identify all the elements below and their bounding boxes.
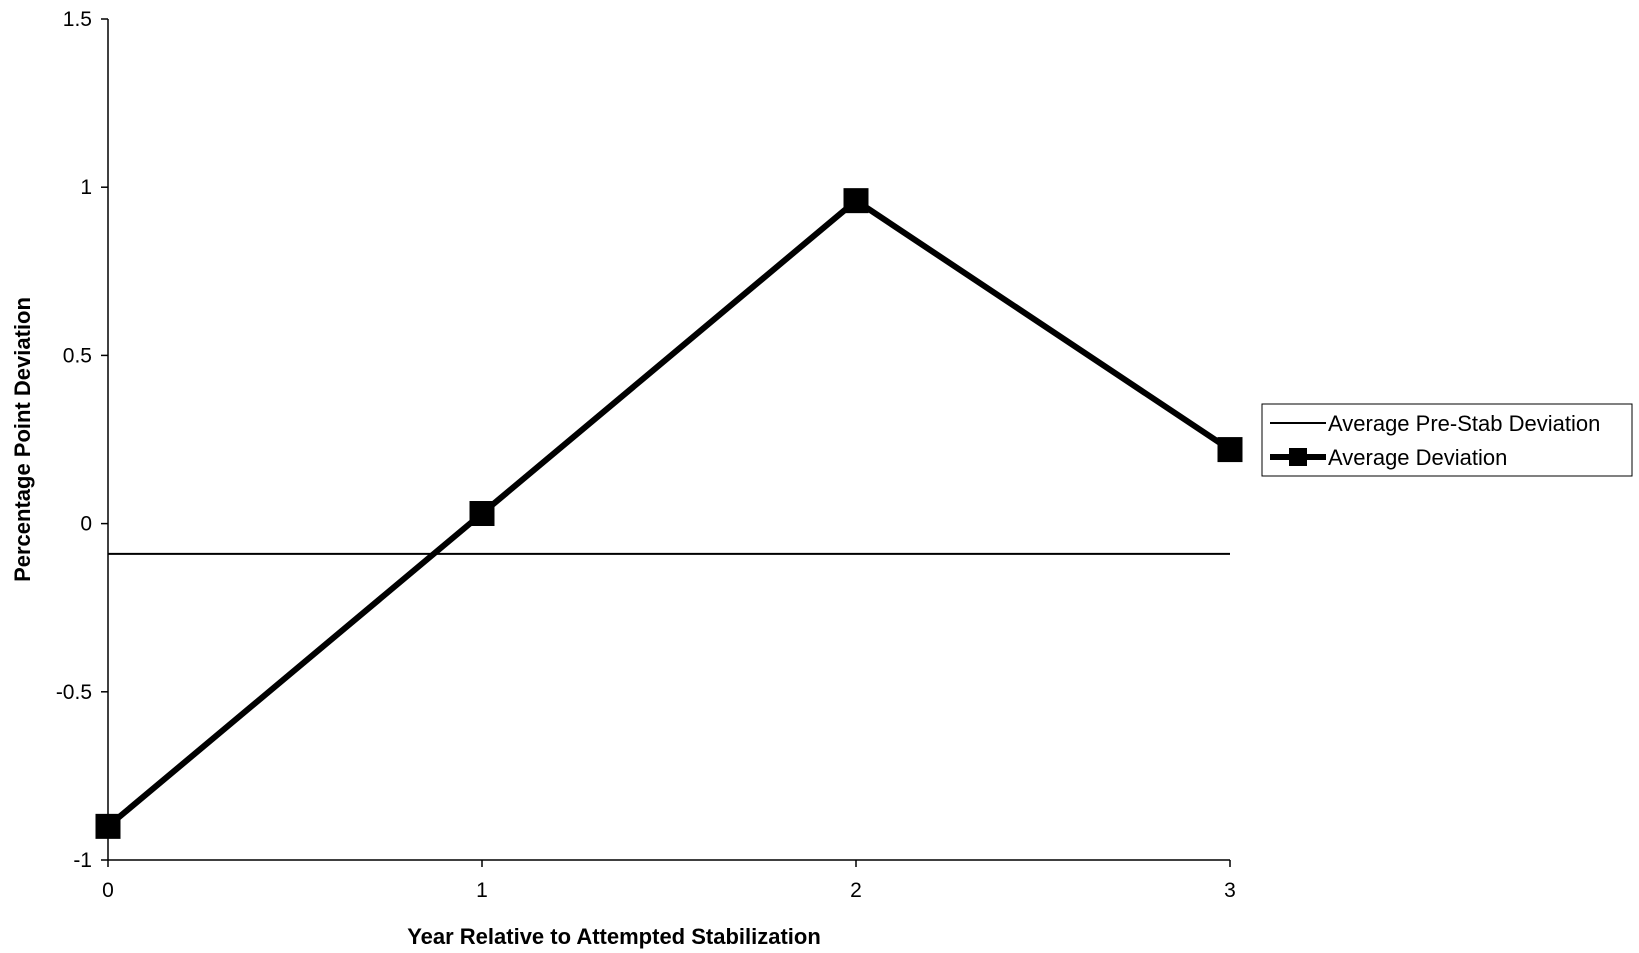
x-tick-label: 1 [476, 879, 488, 902]
x-tick-label: 3 [1224, 879, 1236, 902]
legend-label-pre-stab: Average Pre-Stab Deviation [1328, 411, 1600, 436]
series-line-average-deviation [106, 196, 1232, 829]
y-tick-label: -1 [73, 849, 92, 872]
y-tick-label: 0.5 [63, 344, 92, 367]
data-markers [95, 188, 1243, 839]
data-point-marker [95, 813, 121, 839]
y-axis-title: Percentage Point Deviation [10, 297, 35, 582]
y-tick-label: 1 [80, 176, 92, 199]
tick-labels: -1 -0.5 0 0.5 1 1.5 0 1 2 3 [56, 8, 1236, 902]
data-point-marker [843, 188, 869, 214]
y-tick-label: 1.5 [63, 8, 92, 31]
x-tick-label: 2 [850, 879, 862, 902]
x-axis-title: Year Relative to Attempted Stabilization [407, 924, 821, 949]
y-tick-label: -0.5 [56, 681, 92, 704]
series [106, 196, 1232, 829]
data-point-marker [469, 501, 495, 527]
x-tick-label: 0 [102, 879, 114, 902]
legend-marker-square [1289, 448, 1307, 466]
legend-label-average-deviation: Average Deviation [1328, 445, 1507, 470]
y-tick-label: 0 [80, 513, 92, 536]
data-point-marker [1217, 437, 1243, 463]
axes [101, 18, 1231, 867]
legend: Average Pre-Stab Deviation Average Devia… [1261, 403, 1633, 477]
legend-box [1261, 403, 1633, 477]
